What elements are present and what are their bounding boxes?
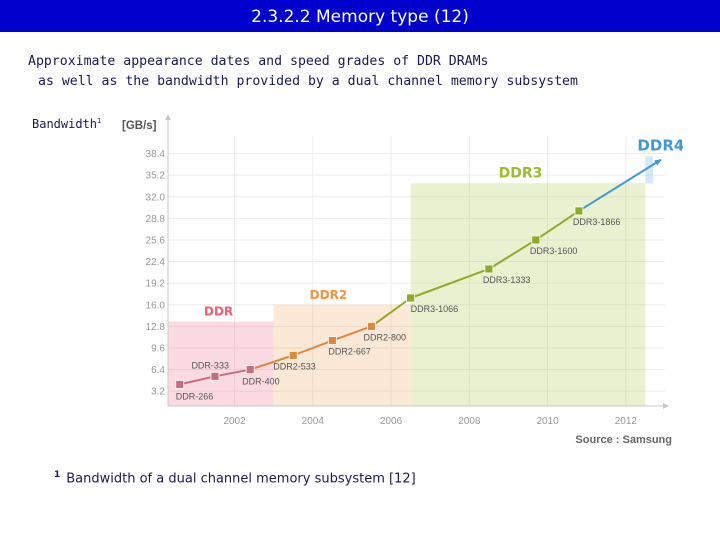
ddr-bandwidth-chart: 3.2 6.4 9.6 12.8 16.0 19.2 22.4 25.6 28.8 32.0 35.…	[108, 110, 683, 455]
data-point-ddr2-533	[288, 350, 298, 360]
y-tick-label: 38.4	[146, 149, 166, 160]
data-label-ddr3-1866: DDR3-1866	[573, 217, 621, 227]
chart-grid	[168, 136, 665, 406]
generation-label: DDR3	[499, 165, 543, 181]
y-tick-label: 16.0	[146, 300, 166, 311]
y-tick-label: 22.4	[146, 257, 166, 268]
series-segment	[249, 354, 294, 371]
data-label-ddr-266: DDR-266	[176, 391, 214, 401]
data-point-ddr3-1333	[484, 264, 494, 274]
footnote-text: Bandwidth of a dual channel memory subsy…	[66, 471, 416, 487]
series-segment	[488, 239, 537, 270]
data-point-ddr3-1866	[574, 206, 584, 216]
y-tick-label: 12.8	[146, 322, 166, 333]
footnote-marker: 1	[54, 470, 61, 480]
subtitle-line-2: as well as the bandwidth provided by a d…	[38, 74, 578, 89]
bandwidth-label: Bandwidth1	[32, 117, 101, 131]
data-point-ddr3-1066	[406, 293, 416, 303]
region-ddr3	[410, 183, 646, 406]
x-tick-label: 2010	[536, 416, 559, 427]
footnote: 1 Bandwidth of a dual channel memory subs…	[54, 470, 416, 486]
chart-axes: 3.2 6.4 9.6 12.8 16.0 19.2 22.4 25.6 28.8 32.0 35.…	[122, 114, 672, 446]
x-axis-arrow	[663, 403, 669, 409]
series-segment	[214, 368, 251, 378]
y-axis-arrow	[165, 114, 171, 120]
y-tick-label: 28.8	[146, 214, 166, 225]
series-segment	[410, 268, 490, 299]
series-segment	[292, 339, 333, 357]
generation-label: DDR4	[637, 136, 683, 154]
point-labels: DDR DDR2 DDR3 DDR4 DDR-266 DDR-333 DDR-400 DDR2…	[176, 136, 683, 401]
series-segment	[370, 297, 412, 328]
chart-panel	[108, 110, 683, 455]
data-point-ddr3-1600	[531, 235, 541, 245]
ddr4-trend-line	[578, 158, 662, 212]
data-point-ddr2-800	[367, 321, 376, 331]
series-segment	[179, 375, 216, 386]
x-tick-label: 2012	[615, 416, 638, 427]
y-tick-label: 35.2	[146, 171, 166, 182]
bandwidth-label-marker: 1	[97, 117, 102, 125]
slide-title: 2.3.2.2 Memory type (12)	[0, 0, 720, 32]
region-ddr	[168, 321, 274, 406]
data-label-ddr3-1066: DDR3-1066	[411, 304, 459, 314]
ddr4-trend-arrowhead	[654, 159, 662, 166]
chart-background	[108, 110, 683, 455]
source-label: Source : Samsung	[575, 434, 672, 446]
x-tick-label: 2002	[223, 416, 246, 427]
y-tick-label: 19.2	[146, 279, 166, 290]
y-tick-label: 3.2	[151, 387, 165, 398]
series-points	[175, 206, 584, 389]
data-label-ddr2-667: DDR2-667	[328, 347, 371, 357]
y-tick-label: 25.6	[146, 235, 166, 246]
x-tick-label: 2006	[380, 416, 403, 427]
series-segment	[332, 325, 372, 342]
y-tick-label: 6.4	[151, 365, 165, 376]
y-tick-label: 9.6	[151, 343, 165, 354]
data-label-ddr2-800: DDR2-800	[363, 332, 406, 342]
generation-label: DDR2	[310, 288, 348, 302]
data-point-ddr2-667	[327, 336, 337, 345]
data-point-ddr-400	[245, 365, 255, 374]
bandwidth-label-text: Bandwidth	[32, 117, 98, 131]
series-segment	[535, 210, 580, 241]
data-label-ddr3-1600: DDR3-1600	[530, 246, 578, 256]
data-label-ddr-333: DDR-333	[191, 360, 229, 370]
data-label-ddr2-533: DDR2-533	[273, 361, 316, 371]
y-unit-label: [GB/s]	[122, 120, 157, 132]
data-point-ddr-266	[175, 379, 185, 389]
x-tick-label: 2004	[302, 416, 325, 427]
y-tick-label: 32.0	[146, 192, 166, 203]
x-tick-label: 2008	[458, 416, 481, 427]
data-label-ddr-400: DDR-400	[242, 377, 280, 387]
data-point-ddr-333	[210, 371, 220, 381]
subtitle-line-1: Approximate appearance dates and speed g…	[28, 54, 489, 69]
slide-subtitle: Approximate appearance dates and speed g…	[0, 52, 720, 92]
data-label-ddr3-1333: DDR3-1333	[483, 275, 531, 285]
series-lines	[179, 158, 662, 386]
generation-label: DDR	[204, 305, 233, 319]
region-ddr4	[645, 156, 653, 184]
